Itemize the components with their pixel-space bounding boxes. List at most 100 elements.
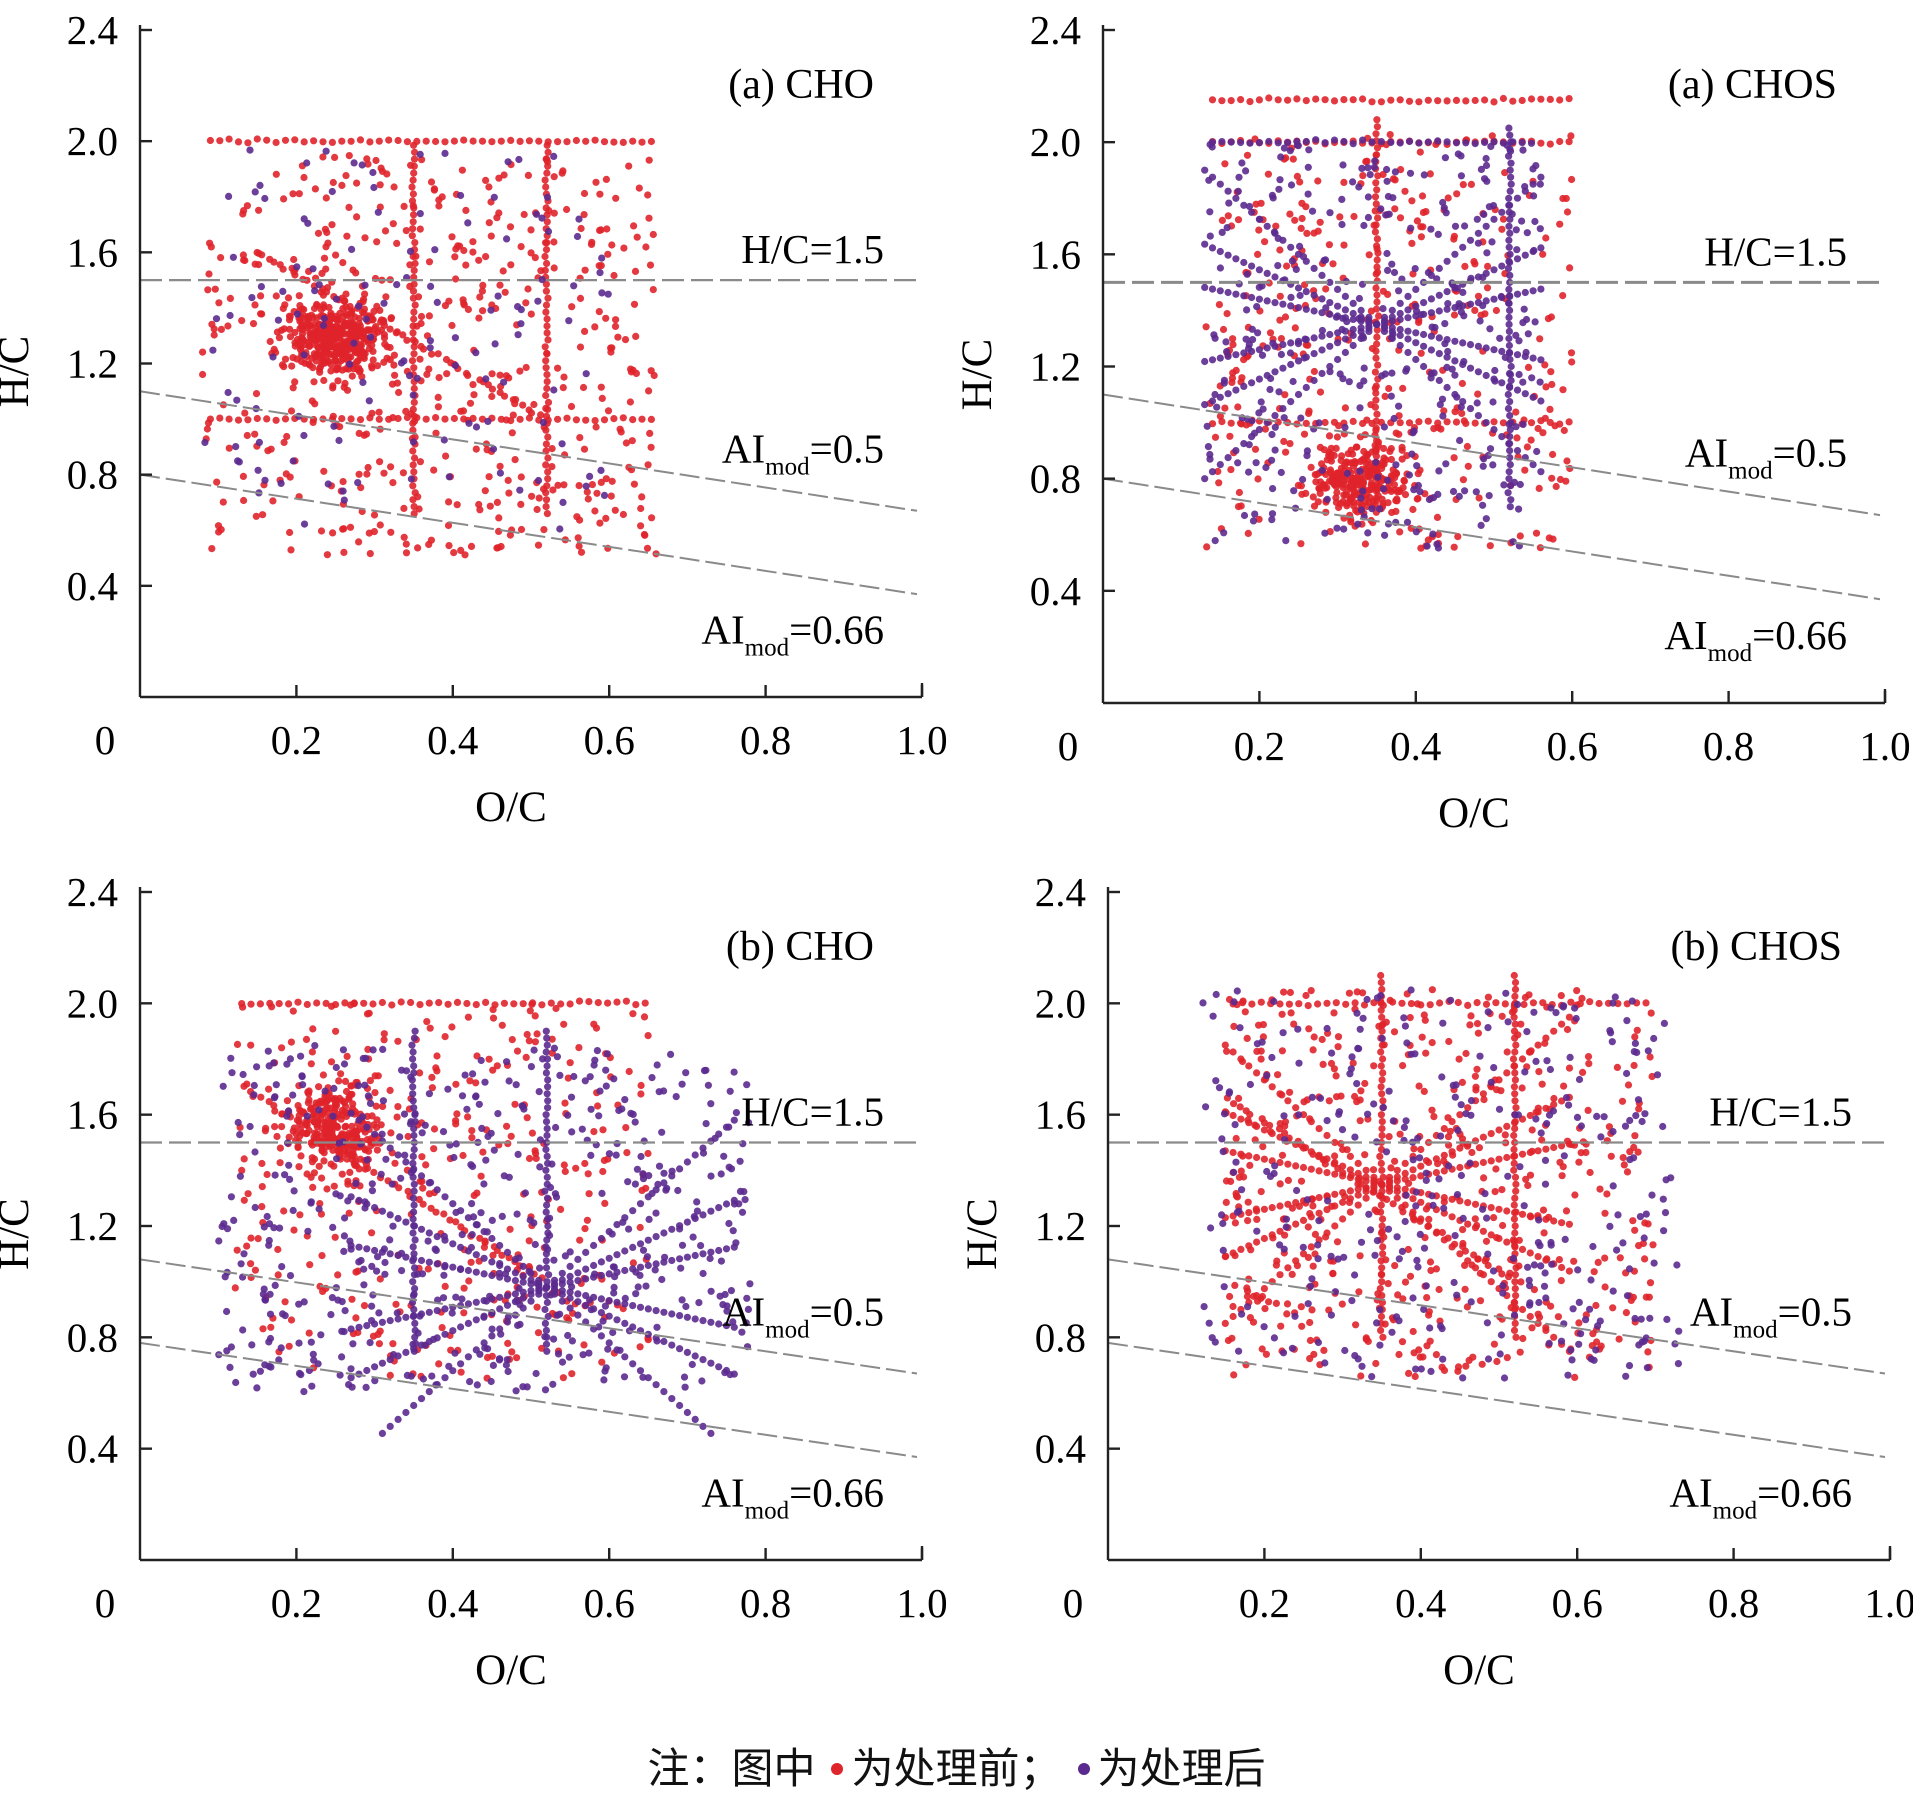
data-point [560, 1020, 568, 1028]
data-point [488, 370, 496, 378]
data-point [1427, 295, 1435, 303]
data-point [1302, 203, 1310, 211]
data-point [425, 1388, 433, 1396]
data-point [1297, 1177, 1306, 1185]
data-point [1521, 390, 1529, 398]
data-point [422, 1161, 430, 1169]
data-point [1396, 214, 1405, 222]
data-point [395, 1184, 403, 1192]
data-point [291, 136, 299, 144]
data-point [1349, 341, 1357, 350]
data-point [441, 1330, 449, 1338]
data-point [699, 1356, 707, 1364]
data-point [658, 1275, 666, 1284]
data-point [1390, 1028, 1399, 1036]
data-point [1377, 1159, 1385, 1167]
data-point [717, 1170, 725, 1178]
data-point [215, 1237, 223, 1245]
data-point [1337, 500, 1345, 508]
data-point [1275, 185, 1283, 193]
data-point [629, 1360, 637, 1368]
data-point [256, 1000, 264, 1008]
data-point [265, 1362, 273, 1370]
data-point [678, 1080, 686, 1088]
data-point [543, 1034, 551, 1042]
data-point [1513, 386, 1522, 394]
data-point [541, 343, 549, 351]
data-point [1283, 1300, 1292, 1308]
data-point [1372, 200, 1380, 208]
data-point [532, 210, 541, 218]
data-point [1472, 1086, 1480, 1094]
data-point [1269, 485, 1277, 493]
data-point [1647, 1009, 1655, 1017]
data-point [1316, 388, 1325, 396]
data-point [543, 1090, 551, 1098]
data-point [215, 299, 223, 307]
data-point [314, 229, 323, 237]
data-point [1473, 399, 1481, 407]
data-point [347, 1090, 355, 1099]
data-point [308, 1382, 316, 1390]
data-point [318, 269, 326, 277]
data-point [519, 1000, 527, 1008]
data-point [1372, 151, 1381, 159]
data-point [648, 1074, 656, 1082]
data-point [346, 360, 354, 368]
data-point [1304, 190, 1312, 198]
data-point [297, 1152, 305, 1160]
data-point [1498, 225, 1506, 233]
data-point [1326, 362, 1334, 371]
data-point [543, 218, 551, 226]
data-point [1426, 1258, 1435, 1266]
data-point [1373, 256, 1381, 264]
data-point [600, 138, 609, 146]
data-point [500, 392, 509, 400]
data-point [532, 1369, 540, 1378]
data-point [1240, 349, 1248, 357]
data-point [342, 290, 350, 298]
data-point [619, 510, 628, 519]
data-point [702, 1120, 710, 1128]
data-point [1302, 419, 1310, 427]
data-point [496, 462, 504, 470]
data-point [544, 405, 552, 413]
data-point [542, 287, 551, 295]
data-point [318, 351, 326, 359]
data-point [544, 1076, 552, 1084]
data-point [476, 293, 484, 301]
data-point [360, 1302, 369, 1310]
data-point [410, 1222, 418, 1230]
data-point [402, 1313, 410, 1321]
data-point [239, 472, 247, 480]
data-point [576, 434, 584, 442]
data-point [1286, 988, 1294, 997]
data-point [1224, 390, 1232, 398]
data-point [281, 415, 290, 423]
data-point [599, 1317, 607, 1325]
data-point [508, 1036, 516, 1044]
data-point [287, 407, 296, 415]
data-point [1506, 229, 1514, 237]
data-point [464, 1319, 472, 1327]
data-point [1255, 266, 1263, 274]
data-point [393, 281, 401, 289]
data-point [355, 302, 363, 310]
data-point [1254, 250, 1262, 258]
data-point [541, 1305, 549, 1314]
data-point [286, 325, 294, 333]
data-point [1410, 1349, 1418, 1357]
data-point [1537, 417, 1545, 425]
data-point [495, 514, 503, 522]
data-point [544, 336, 552, 344]
data-point [517, 525, 526, 534]
data-point [1395, 1350, 1403, 1359]
data-point [622, 1124, 630, 1132]
data-point [542, 1264, 551, 1272]
data-point [1288, 257, 1296, 265]
data-point [1556, 1158, 1564, 1166]
data-point [1562, 1207, 1571, 1215]
data-point [1390, 414, 1398, 423]
data-point [1428, 1106, 1436, 1114]
data-point [403, 138, 411, 146]
